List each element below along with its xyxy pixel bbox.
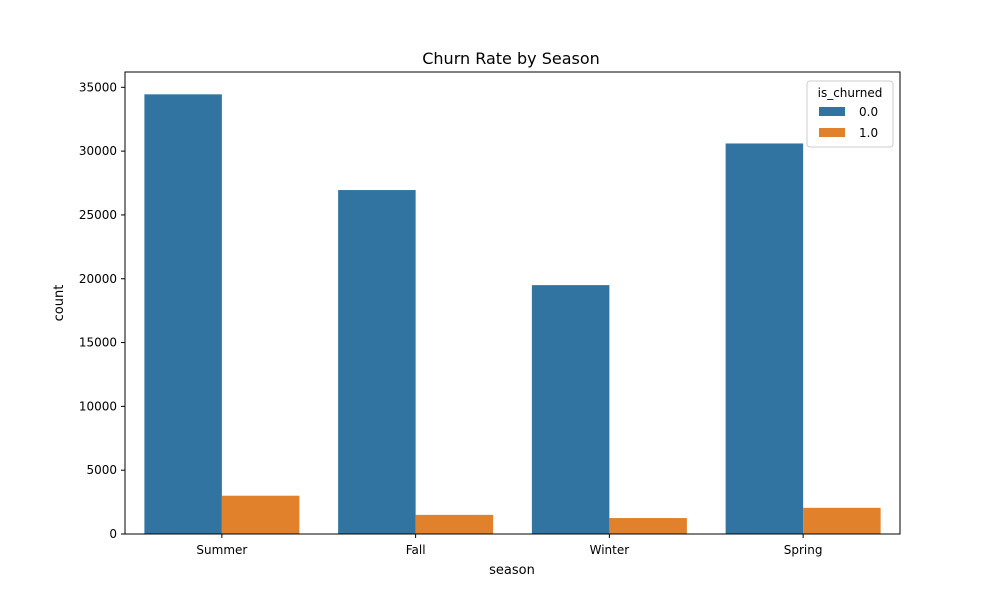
bar-winter-series-1 [609,518,687,534]
y-tick-label: 0 [109,527,117,541]
y-tick-label: 20000 [79,272,117,286]
bar-winter-series-0 [531,285,610,534]
plot-frame [124,71,901,535]
bar-summer-series-0 [144,94,222,534]
chart-title: Churn Rate by Season [422,49,600,68]
y-tick-label: 5000 [86,463,117,477]
legend-label-0: 0.0 [859,105,878,119]
legend-swatch-1 [819,128,845,137]
bar-spring-series-0 [725,143,804,534]
bar-summer-series-1 [221,495,300,534]
y-tick-label: 10000 [79,399,117,413]
legend-title: is_churned [818,86,883,100]
bar-fall-series-0 [338,190,416,535]
x-tick-label: Spring [784,543,823,557]
x-axis-label: season [489,563,535,578]
legend-label-1: 1.0 [859,126,878,140]
y-tick-label: 30000 [79,144,117,158]
x-tick-label: Summer [196,543,247,557]
y-axis-label: count [52,285,67,322]
y-axis: 0 5000 10000 15000 20000 25000 30000 35000 [79,80,125,541]
y-tick-label: 25000 [79,208,117,222]
x-tick-label: Fall [406,543,426,557]
y-tick-label: 35000 [79,80,117,94]
bars-layer [144,94,881,535]
x-tick-label: Winter [590,543,630,557]
x-axis: Summer Fall Winter Spring [196,534,822,557]
y-tick-label: 15000 [79,336,117,350]
bar-spring-series-1 [803,507,881,534]
legend-swatch-0 [819,107,845,116]
bar-fall-series-1 [415,514,494,534]
legend: is_churned 0.0 1.0 [806,80,894,148]
